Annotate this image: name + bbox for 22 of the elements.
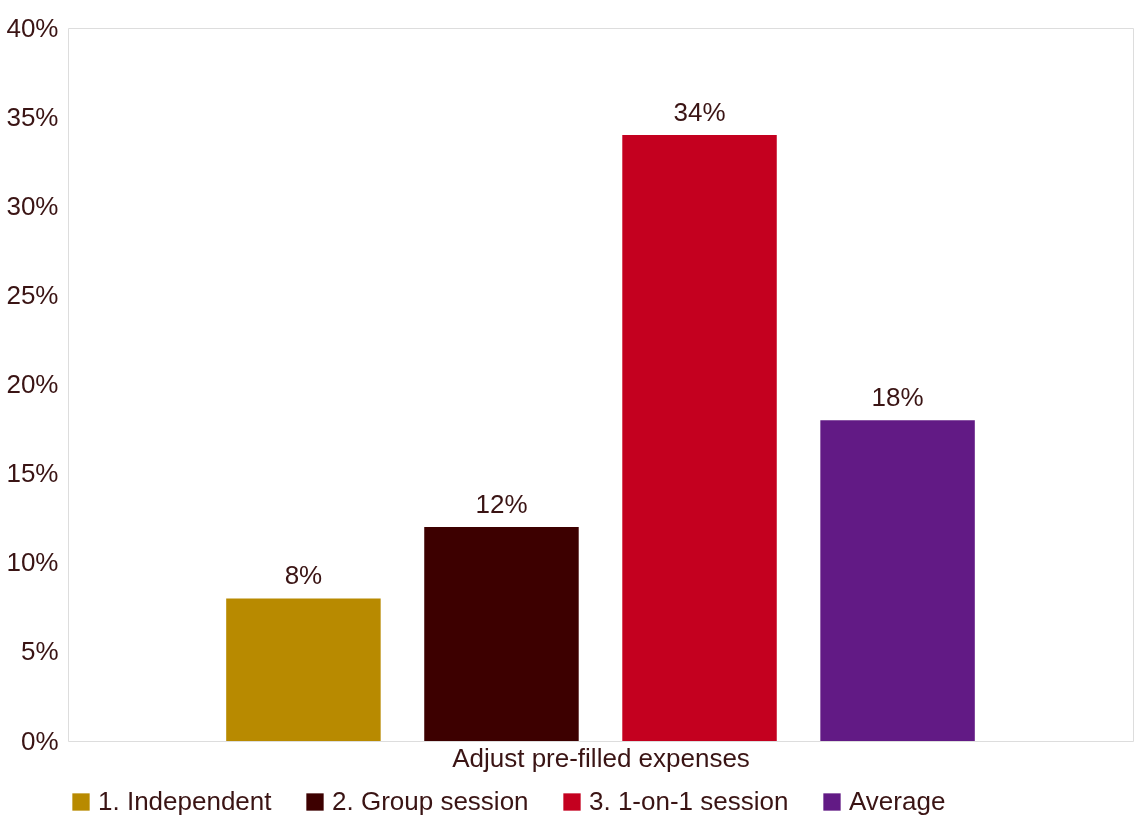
y-tick-label: 25% [6, 279, 59, 310]
bar [424, 527, 579, 741]
y-tick-label: 40% [6, 12, 59, 43]
bar [820, 420, 975, 741]
legend-label: 3. 1-on-1 session [589, 786, 789, 816]
y-tick-label: 15% [6, 458, 59, 489]
legend-label: 2. Group session [332, 786, 529, 816]
y-tick-label: 20% [6, 369, 59, 399]
y-tick-label: 35% [6, 101, 59, 132]
legend-label: Average [849, 786, 946, 816]
data-label: 18% [871, 382, 924, 413]
y-tick-label: 5% [20, 636, 59, 667]
data-label: 12% [475, 489, 528, 520]
bar [622, 134, 777, 741]
y-tick-label: 10% [6, 547, 59, 578]
bar [226, 598, 381, 741]
y-tick-label: 0% [20, 725, 59, 756]
x-axis-title: Adjust pre-filled expenses [452, 742, 750, 773]
data-label: 34% [673, 96, 726, 127]
legend-label: 1. Independent [98, 786, 273, 816]
y-tick-label: 30% [6, 190, 59, 221]
data-label: 8% [284, 560, 323, 591]
